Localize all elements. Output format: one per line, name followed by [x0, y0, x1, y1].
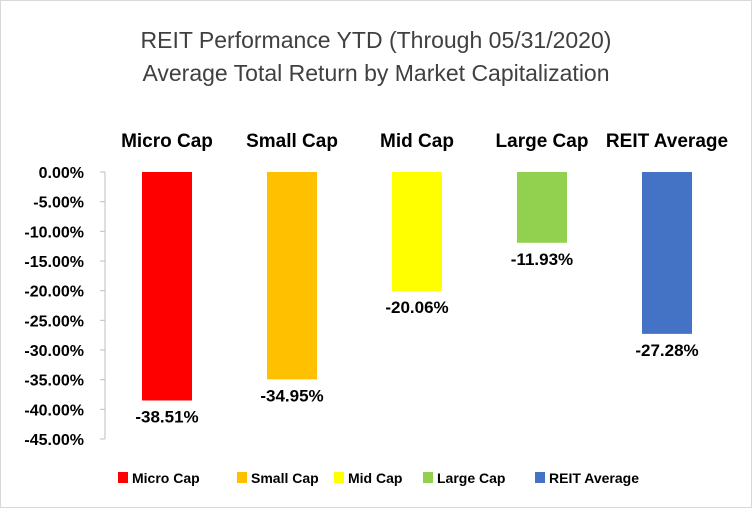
y-tick-label: -30.00%	[24, 343, 84, 360]
bar	[642, 172, 692, 334]
bar	[142, 172, 192, 401]
data-label: -38.51%	[135, 407, 198, 426]
legend: Micro Cap Small Cap Mid Cap Large Cap REIT A…	[118, 470, 639, 486]
legend-label: Small Cap	[251, 470, 319, 486]
y-tick-label: -45.00%	[24, 432, 84, 449]
data-label: -34.95%	[260, 386, 323, 405]
bars	[142, 172, 692, 401]
legend-swatch	[423, 472, 433, 483]
y-tick-label: -40.00%	[24, 402, 84, 419]
category-label: Mid Cap	[380, 131, 454, 152]
legend-label: REIT Average	[549, 470, 639, 486]
bar	[267, 172, 317, 380]
legend-label: Micro Cap	[132, 470, 200, 486]
y-tick-label: -20.00%	[24, 284, 84, 301]
legend-swatch	[237, 472, 247, 483]
y-tick-label: -25.00%	[24, 313, 84, 330]
legend-label: Large Cap	[437, 470, 505, 486]
legend-swatch	[334, 472, 344, 483]
y-tick-label: -5.00%	[33, 195, 84, 212]
y-tick-label: -35.00%	[24, 373, 84, 390]
y-axis: 0.00% -5.00% -10.00% -15.00% -20.00% -25.00% -…	[24, 165, 106, 449]
bar	[392, 172, 442, 292]
legend-label: Mid Cap	[348, 470, 402, 486]
category-labels: Micro Cap Small Cap Mid Cap Large Cap REIT A…	[121, 131, 728, 152]
y-tick-label: 0.00%	[39, 165, 84, 182]
data-label: -11.93%	[511, 250, 573, 269]
legend-swatch	[535, 472, 545, 483]
data-label: -27.28%	[635, 341, 698, 360]
bar	[517, 172, 567, 243]
y-tick-label: -10.00%	[24, 224, 84, 241]
legend-swatch	[118, 472, 128, 483]
category-label: Large Cap	[496, 131, 589, 152]
category-label: Small Cap	[246, 131, 338, 152]
chart-subtitle: Average Total Return by Market Capitaliz…	[142, 60, 609, 86]
category-label: Micro Cap	[121, 131, 213, 152]
data-labels: -38.51% -34.95% -20.06% -11.93% -27.28%	[135, 250, 698, 427]
data-label: -20.06%	[385, 298, 448, 317]
category-label: REIT Average	[606, 131, 728, 152]
chart-title: REIT Performance YTD (Through 05/31/2020…	[141, 27, 612, 53]
y-tick-label: -15.00%	[24, 254, 84, 271]
